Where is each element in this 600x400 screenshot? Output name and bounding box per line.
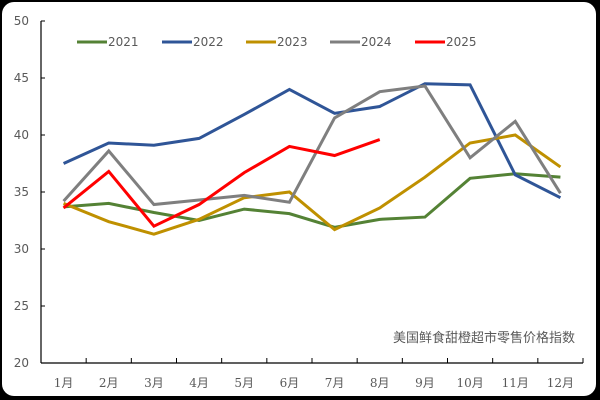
x-tick-label: 3月 bbox=[144, 376, 164, 390]
legend-item-2022: 2022 bbox=[162, 35, 224, 49]
series-lines bbox=[62, 82, 562, 236]
x-tick-label: 4月 bbox=[189, 376, 209, 390]
chart-annotation: 美国鲜食甜橙超市零售价格指数 bbox=[393, 330, 575, 346]
legend-label: 2022 bbox=[193, 35, 224, 49]
x-tick-label: 11月 bbox=[502, 376, 529, 390]
x-tick-label: 8月 bbox=[370, 376, 390, 390]
legend-label: 2021 bbox=[108, 35, 139, 49]
y-tick-label: 25 bbox=[14, 299, 29, 313]
series-line-2021 bbox=[63, 172, 561, 229]
legend: 2021 2022 2023 2024 2025 bbox=[77, 35, 477, 49]
y-tick-label: 20 bbox=[14, 356, 29, 370]
x-tick-label: 1月 bbox=[54, 376, 74, 390]
y-tick-label: 30 bbox=[14, 242, 29, 256]
x-tick-label: 7月 bbox=[325, 376, 345, 390]
series-line-2024 bbox=[62, 84, 562, 207]
x-tick-label: 9月 bbox=[415, 376, 435, 390]
y-tick-label: 50 bbox=[14, 14, 29, 28]
legend-label: 2024 bbox=[361, 35, 392, 49]
y-tick-label: 40 bbox=[14, 128, 29, 142]
y-tick-label: 35 bbox=[14, 185, 29, 199]
x-tick-label: 10月 bbox=[456, 376, 483, 390]
series-line-2022 bbox=[62, 82, 562, 200]
series-line-2025 bbox=[62, 138, 381, 229]
legend-item-2025: 2025 bbox=[415, 35, 477, 49]
y-tick-label: 45 bbox=[14, 71, 29, 85]
x-tick-label: 2月 bbox=[99, 376, 119, 390]
legend-item-2024: 2024 bbox=[330, 35, 392, 49]
legend-item-2021: 2021 bbox=[77, 35, 139, 49]
series-line-2023 bbox=[63, 133, 562, 236]
x-tick-label: 12月 bbox=[547, 376, 574, 390]
legend-label: 2023 bbox=[277, 35, 308, 49]
legend-label: 2025 bbox=[446, 35, 477, 49]
x-tick-label: 5月 bbox=[234, 376, 254, 390]
x-tick-label: 6月 bbox=[280, 376, 300, 390]
legend-item-2023: 2023 bbox=[246, 35, 308, 49]
